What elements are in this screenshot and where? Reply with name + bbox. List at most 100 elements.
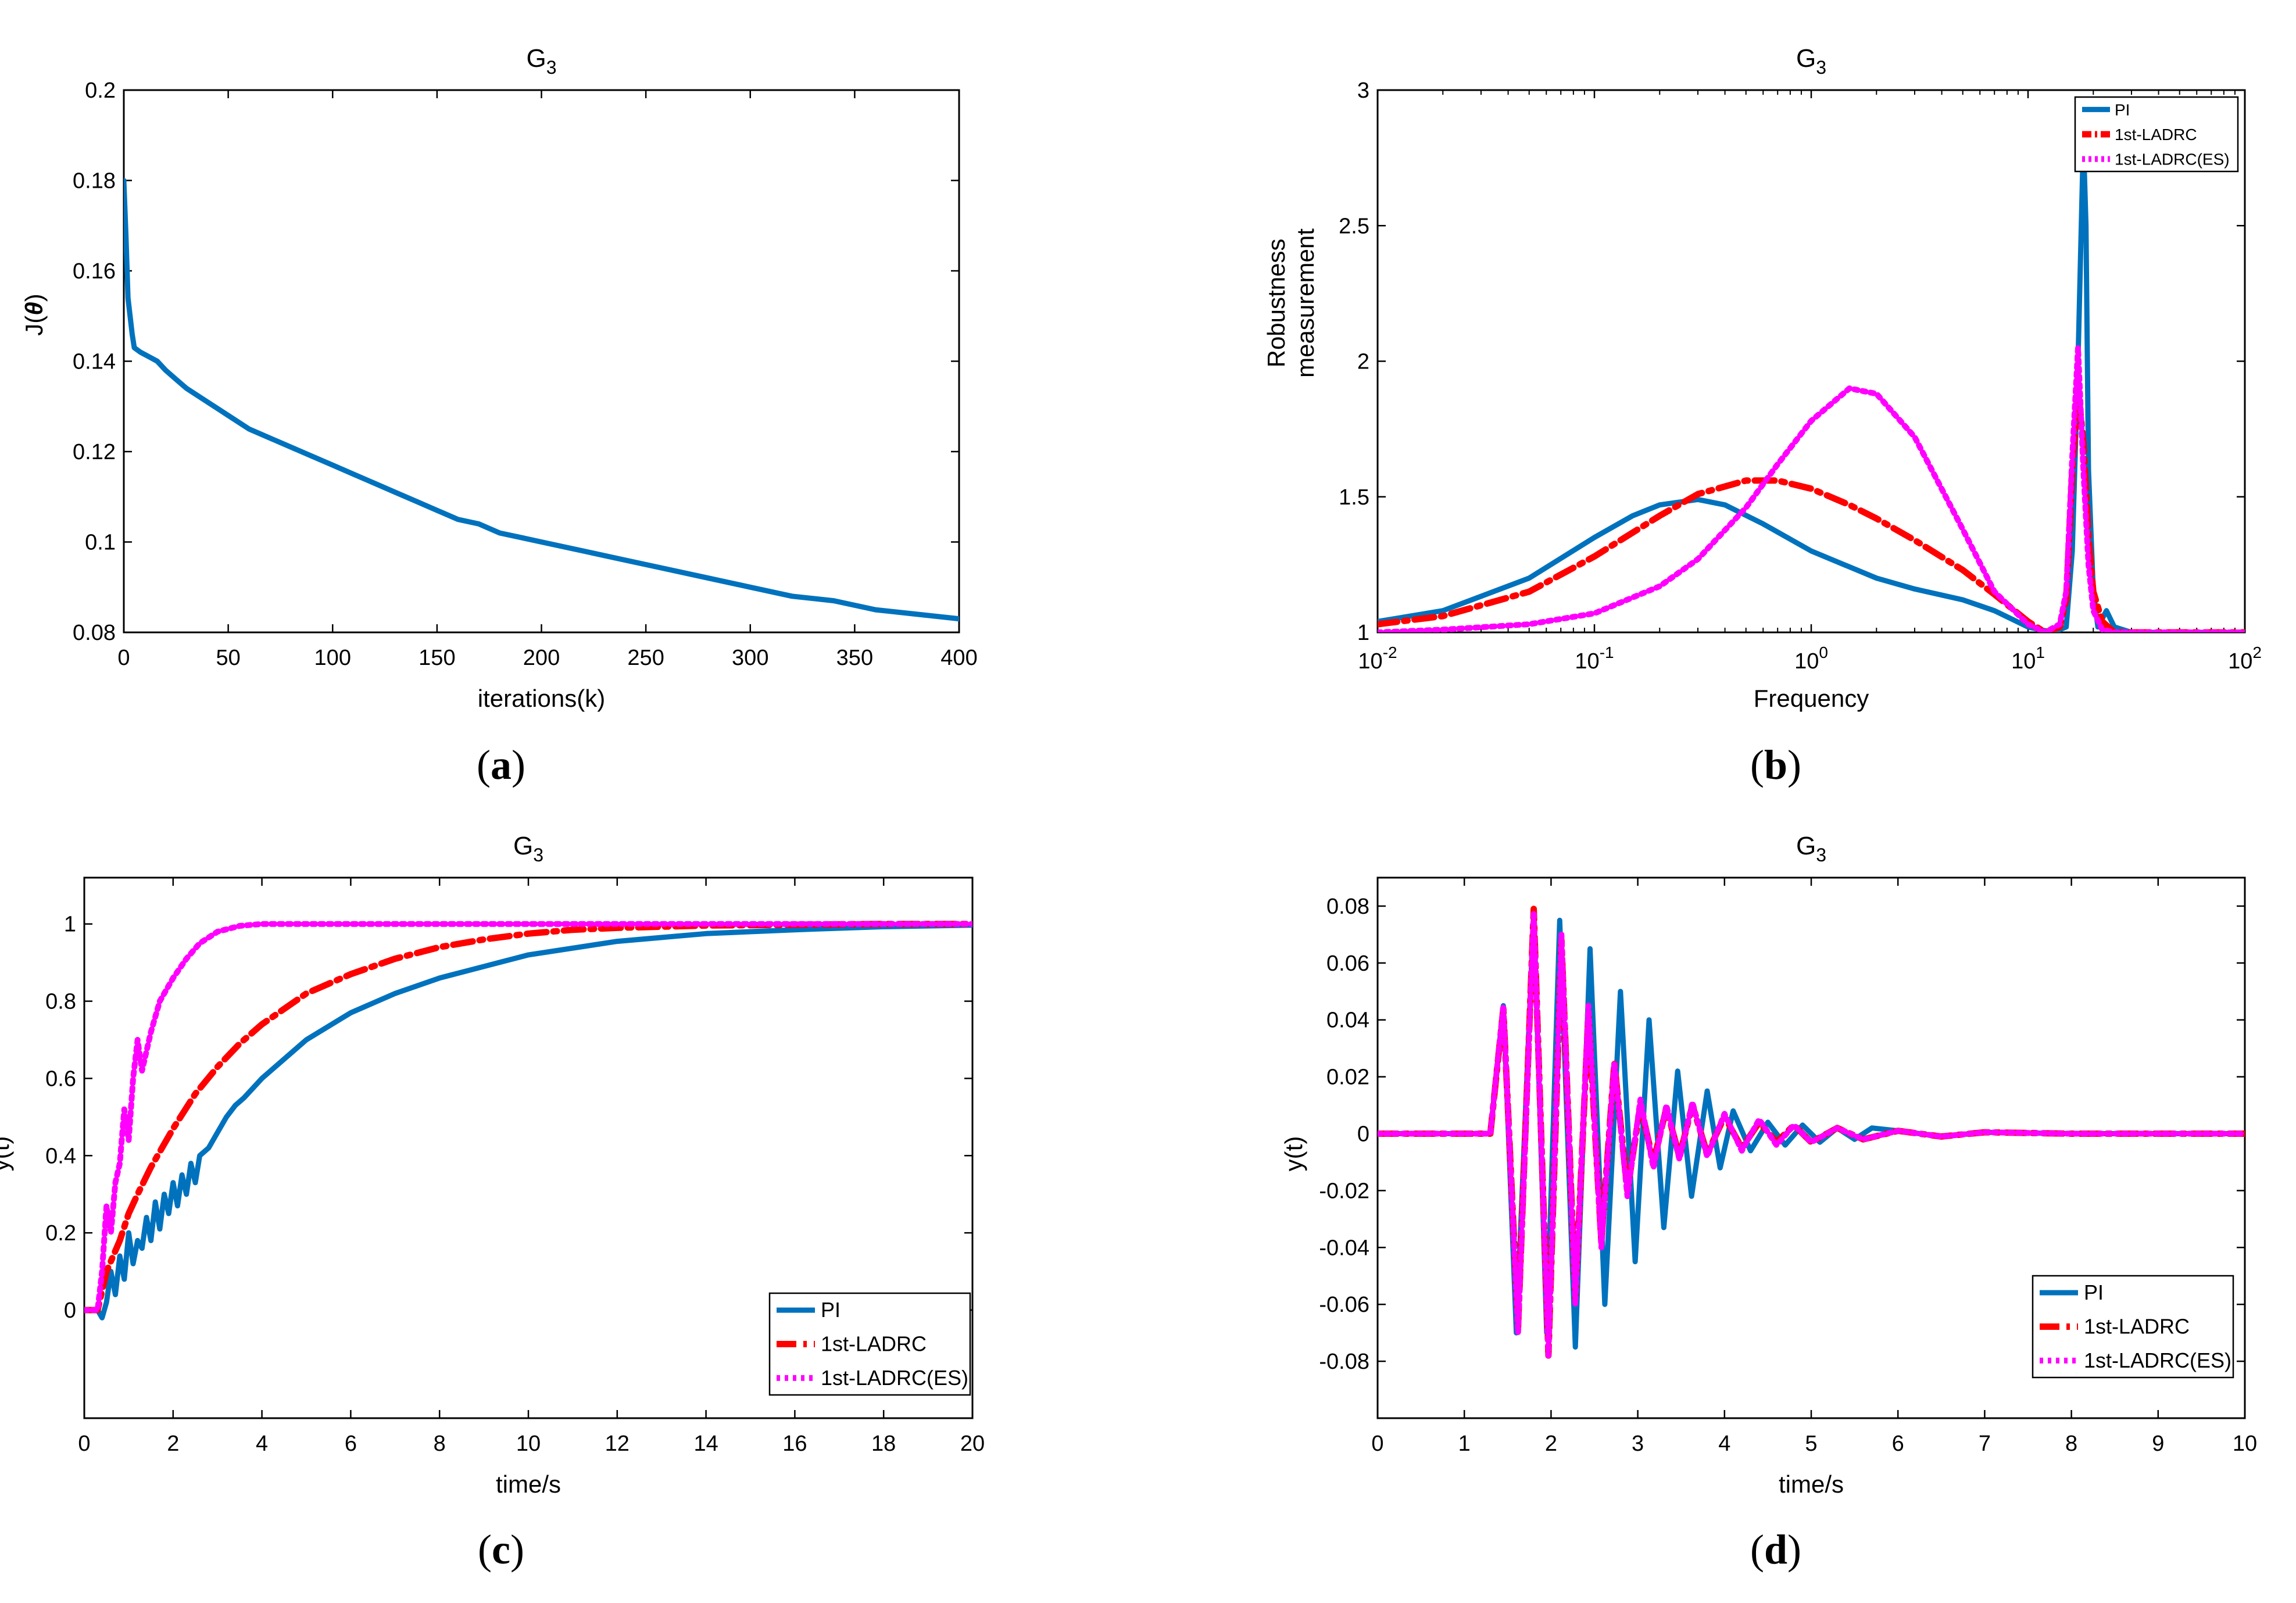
legend: PI 1st-LADRC 1st-LADRC(ES) — [2032, 1275, 2234, 1379]
x-tick-label: 4 — [1718, 1432, 1730, 1456]
y-tick-label: 1 — [64, 913, 76, 937]
x-tick-label: 0 — [117, 646, 130, 670]
x-tick-label: 10 — [2233, 1432, 2257, 1456]
series-line-pi — [84, 922, 972, 1321]
x-tick-label: 350 — [836, 646, 873, 670]
panel-caption: (b) — [1750, 742, 1801, 788]
x-tick-base: 10 — [1794, 649, 1819, 674]
x-tick-label: 7 — [1979, 1432, 1991, 1456]
x-tick-label: 5 — [1805, 1432, 1817, 1456]
x-tick-label: 2 — [1545, 1432, 1557, 1456]
y-tick-label: 0.18 — [73, 169, 116, 194]
x-tick-label: 100 — [1794, 643, 1828, 674]
title-main: G — [1796, 44, 1816, 73]
y-axis-label-theta: θ — [20, 302, 48, 315]
x-tick-label: 14 — [693, 1432, 718, 1456]
x-tick-label: 1 — [1458, 1432, 1471, 1456]
x-tick-base: 10 — [2228, 649, 2252, 674]
chart-title: G3 — [526, 44, 556, 78]
y-tick-label: -0.06 — [1319, 1293, 1369, 1317]
legend-label: PI — [821, 1298, 841, 1322]
x-tick-label: 6 — [345, 1432, 357, 1456]
y-tick-label: 0.8 — [45, 990, 76, 1014]
x-tick-label: 150 — [419, 646, 455, 670]
x-tick-label: 8 — [434, 1432, 446, 1456]
x-tick-exponent: -1 — [1600, 643, 1614, 661]
y-axis-label: y(t) — [1280, 1136, 1307, 1172]
legend-label: PI — [2115, 101, 2130, 119]
x-axis-label: time/s — [496, 1470, 561, 1498]
y-axis-label-prefix: J( — [20, 316, 48, 336]
panel-caption: (c) — [478, 1526, 524, 1573]
y-axis-label: y(t) — [0, 1136, 14, 1172]
panel-caption: (d) — [1750, 1526, 1801, 1573]
series-group — [124, 178, 959, 622]
x-tick-label: 10-1 — [1575, 643, 1614, 674]
caption-open: ( — [1750, 1526, 1764, 1573]
caption-open: ( — [1750, 742, 1764, 788]
x-tick-label: 12 — [605, 1432, 630, 1456]
caption-letter: d — [1764, 1526, 1787, 1573]
legend: PI 1st-LADRC 1st-LADRC(ES) — [768, 1292, 971, 1396]
y-tick-label: 0.4 — [45, 1144, 76, 1168]
y-tick-label: -0.08 — [1319, 1350, 1369, 1374]
x-tick-base: 10 — [2011, 649, 2036, 674]
panel-a: 0 50 100 150 200 250 300 350 400 0.08 0.1 0.12 0.14 0… — [20, 44, 978, 788]
x-tick-label: 0 — [78, 1432, 90, 1456]
x-tick-label: 10 — [516, 1432, 541, 1456]
legend-label: 1st-LADRC — [821, 1332, 927, 1356]
x-tick-label: 4 — [256, 1432, 268, 1456]
caption-close: ) — [1787, 742, 1801, 788]
caption-letter: a — [491, 742, 512, 788]
caption-close: ) — [1787, 1526, 1801, 1573]
chart-title: G3 — [513, 832, 543, 865]
title-subscript: 3 — [1816, 57, 1826, 78]
caption-letter: b — [1764, 742, 1787, 788]
x-tick-label: 400 — [940, 646, 977, 670]
panel-b: 10-2 10-1 100 101 10211.522.53G3FrequencyRob… — [1263, 44, 2262, 788]
chart-title: G3 — [1796, 44, 1826, 78]
plot-area — [123, 89, 960, 634]
y-tick-label: 2.5 — [1339, 214, 1369, 238]
title-subscript: 3 — [1816, 845, 1826, 865]
y-axis-label-line: Robustness — [1263, 239, 1290, 368]
y-tick-label: 1.5 — [1339, 485, 1369, 510]
legend-label: 1st-LADRC — [2115, 126, 2197, 144]
x-tick-exponent: -2 — [1383, 643, 1397, 661]
x-tick-label: 20 — [960, 1432, 985, 1456]
x-tick-label: 2 — [167, 1432, 179, 1456]
x-tick-label: 6 — [1892, 1432, 1904, 1456]
plot-area — [1376, 89, 2246, 634]
x-tick-label: 18 — [871, 1432, 896, 1456]
x-tick-label: 16 — [782, 1432, 807, 1456]
y-axis-label-suffix: ) — [20, 294, 48, 302]
x-tick-label: 100 — [314, 646, 351, 670]
y-tick-label: 0.06 — [1326, 951, 1369, 976]
x-tick-exponent: 2 — [2252, 643, 2262, 661]
x-tick-label: 300 — [732, 646, 768, 670]
y-axis-label: J(θ) — [20, 294, 48, 335]
caption-open: ( — [477, 742, 491, 788]
y-tick-label: 0.2 — [85, 78, 116, 103]
y-tick-label: 0.12 — [73, 440, 116, 464]
y-tick-label: 0.04 — [1326, 1008, 1369, 1033]
x-tick-label: 9 — [2152, 1432, 2164, 1456]
caption-letter: c — [492, 1526, 510, 1573]
x-tick-exponent: 0 — [1819, 643, 1828, 661]
y-tick-label: -0.02 — [1319, 1179, 1369, 1203]
series-line-1st-ladrc-es- — [1378, 908, 2245, 1359]
y-axis-label-line: measurement — [1292, 228, 1319, 378]
series-group — [84, 921, 972, 1321]
panel-d: 0 1 2 3 4 5 6 7 8 9 10 -0.08 -0.06 -0.04 -0.02 0 0.02 0.0… — [1280, 832, 2257, 1573]
y-tick-label: -0.04 — [1319, 1236, 1369, 1260]
legend-label: 1st-LADRC(ES) — [2084, 1348, 2231, 1372]
series-group — [1378, 136, 2245, 632]
x-tick-label: 101 — [2011, 643, 2045, 674]
legend-label: 1st-LADRC(ES) — [2115, 151, 2230, 169]
title-main: G — [1796, 832, 1816, 860]
legend-label: 1st-LADRC(ES) — [821, 1366, 968, 1390]
title-subscript: 3 — [546, 57, 557, 78]
x-tick-label: 200 — [523, 646, 560, 670]
y-tick-label: 0.2 — [45, 1221, 76, 1246]
x-tick-label: 3 — [1632, 1432, 1644, 1456]
